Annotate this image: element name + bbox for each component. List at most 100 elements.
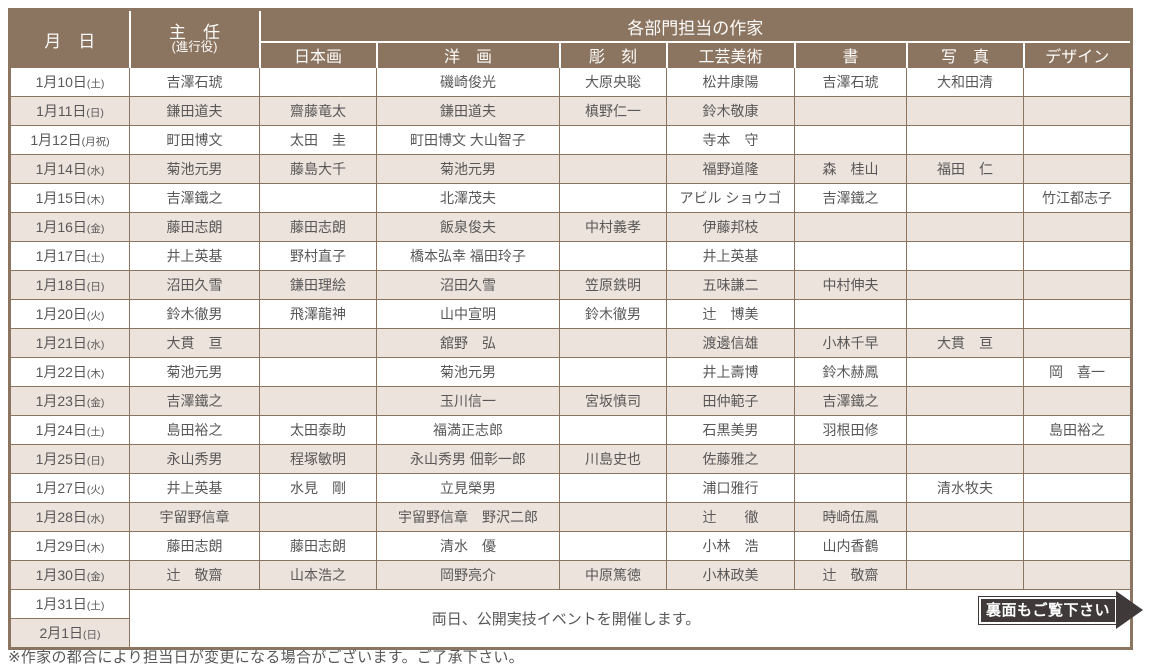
chief-cell: 町田博文 <box>129 125 260 155</box>
dept-cell <box>1022 96 1133 126</box>
date-cell: 1月18日(日) <box>9 270 130 300</box>
col-header-group: 各部門担当の作家 <box>258 8 1133 43</box>
dept-cell: 藤田志朗 <box>259 531 377 561</box>
dept-cell: 松井康陽 <box>666 67 795 97</box>
date-cell: 2月1日(日) <box>9 618 130 649</box>
dept-cell: 伊藤邦枝 <box>666 212 795 242</box>
date-cell: 1月22日(木) <box>9 357 130 387</box>
dept-cell: 山内香鶴 <box>794 531 907 561</box>
dept-cell: 鎌田理絵 <box>259 270 377 300</box>
dept-cell <box>794 241 907 271</box>
dept-cell: 宮坂慎司 <box>559 386 667 416</box>
dept-cell: 沼田久雪 <box>376 270 560 300</box>
dept-cell: 藤田志朗 <box>259 212 377 242</box>
dept-cell: 大貫 亘 <box>906 328 1024 358</box>
chief-cell: 井上英基 <box>129 241 260 271</box>
dept-cell <box>1022 212 1133 242</box>
dept-cell: 山中宣明 <box>376 299 560 329</box>
schedule-row: 1月16日(金) 藤田志朗 藤田志朗 飯泉俊夫 中村義孝 伊藤邦枝 <box>9 212 1133 242</box>
dept-cell: 中村伸夫 <box>794 270 907 300</box>
dept-cell <box>1022 560 1133 590</box>
schedule-row: 1月17日(土) 井上英基 野村直子 橋本弘幸 福田玲子 井上英基 <box>9 241 1133 271</box>
date-cell: 1月28日(水) <box>9 502 130 532</box>
footnote: ※作家の都合により担当日が変更になる場合がございます。ご了承下さい。 <box>8 649 524 666</box>
dept-cell: 大和田清 <box>906 67 1024 97</box>
col-header-dept-2: 彫 刻 <box>558 41 668 68</box>
dept-cell <box>906 531 1024 561</box>
schedule-row: 1月12日(月祝) 町田博文 太田 圭町田博文 大山智子 寺本 守 <box>9 125 1133 155</box>
date-cell: 1月21日(水) <box>9 328 130 358</box>
dept-cell: 吉澤鐵之 <box>794 386 907 416</box>
col-header-dept-4: 書 <box>793 41 908 68</box>
dept-cell <box>794 212 907 242</box>
dept-cell <box>1022 502 1133 532</box>
dept-cell <box>906 183 1024 213</box>
schedule-row: 1月22日(木) 菊池元男 菊池元男 井上壽博 鈴木赫鳳岡 喜一 <box>9 357 1133 387</box>
dept-cell: 永山秀男 佃彰一郎 <box>376 444 560 474</box>
chief-cell: 辻 敬齋 <box>129 560 260 590</box>
date-cell: 1月23日(金) <box>9 386 130 416</box>
dept-cell: 飯泉俊夫 <box>376 212 560 242</box>
dept-cell <box>559 415 667 445</box>
col-header-date: 月 日 <box>8 8 131 68</box>
chief-cell: 永山秀男 <box>129 444 260 474</box>
dept-cell: 舘野 弘 <box>376 328 560 358</box>
dept-cell: 太田泰助 <box>259 415 377 445</box>
dept-cell: 竹江都志子 <box>1022 183 1133 213</box>
schedule-row: 1月15日(木) 吉澤鐵之 北澤茂夫 アビル ショウゴ 吉澤鐵之 竹江都志子 <box>9 183 1133 213</box>
schedule-row: 1月28日(水) 宇留野信章 宇留野信章 野沢二郎 辻 徹時崎伍鳳 <box>9 502 1133 532</box>
schedule-row: 1月30日(金) 辻 敬齋 山本浩之 岡野亮介 中原篤徳 小林政美辻 敬齋 <box>9 560 1133 590</box>
dept-cell: 寺本 守 <box>666 125 795 155</box>
date-cell: 1月11日(日) <box>9 96 130 126</box>
dept-cell: 岡 喜一 <box>1022 357 1133 387</box>
chief-cell: 吉澤石琥 <box>129 67 260 97</box>
dept-cell <box>906 241 1024 271</box>
dept-cell: 立見榮男 <box>376 473 560 503</box>
dept-cell: 島田裕之 <box>1022 415 1133 445</box>
dept-cell: 井上壽博 <box>666 357 795 387</box>
dept-cell <box>906 96 1024 126</box>
chief-cell: 井上英基 <box>129 473 260 503</box>
dept-cell <box>259 183 377 213</box>
schedule-row: 1月27日(火) 井上英基 水見 剛立見榮男 浦口雅行 清水牧夫 <box>9 473 1133 503</box>
dept-cell: 槙野仁一 <box>559 96 667 126</box>
dept-cell <box>559 328 667 358</box>
dept-cell <box>559 473 667 503</box>
dept-cell: 浦口雅行 <box>666 473 795 503</box>
dept-cell: 鈴木徹男 <box>559 299 667 329</box>
dept-cell: 菊池元男 <box>376 357 560 387</box>
dept-cell: 五味謙二 <box>666 270 795 300</box>
dept-cell <box>559 502 667 532</box>
dept-cell: 時崎伍鳳 <box>794 502 907 532</box>
dept-cell: アビル ショウゴ <box>666 183 795 213</box>
dept-cell <box>259 386 377 416</box>
dept-cell: 橋本弘幸 福田玲子 <box>376 241 560 271</box>
date-cell: 1月16日(金) <box>9 212 130 242</box>
dept-cell: 渡邊信雄 <box>666 328 795 358</box>
chief-cell: 鈴木徹男 <box>129 299 260 329</box>
dept-cell: 吉澤鐵之 <box>794 183 907 213</box>
dept-cell: 福満正志郎 <box>376 415 560 445</box>
dept-cell: 川島史也 <box>559 444 667 474</box>
dept-cell <box>906 357 1024 387</box>
dept-cell: 小林千早 <box>794 328 907 358</box>
dept-cell <box>1022 473 1133 503</box>
dept-cell <box>559 125 667 155</box>
dept-cell <box>1022 125 1133 155</box>
dept-cell: 清水牧夫 <box>906 473 1024 503</box>
dept-cell: 森 桂山 <box>794 154 907 184</box>
dept-cell: 程塚敏明 <box>259 444 377 474</box>
dept-cell: 齋藤竜太 <box>259 96 377 126</box>
date-cell: 1月12日(月祝) <box>9 125 130 155</box>
schedule-row: 1月14日(水) 菊池元男 藤島大千 菊池元男 福野道隆森 桂山 福田 仁 <box>9 154 1133 184</box>
schedule-footer-row: 2月1日(日) <box>9 618 1132 649</box>
chief-cell: 菊池元男 <box>129 357 260 387</box>
date-cell: 1月30日(金) <box>9 560 130 590</box>
dept-cell: 鈴木敬康 <box>666 96 795 126</box>
dept-cell <box>794 299 907 329</box>
dept-cell: 藤島大千 <box>259 154 377 184</box>
dept-cell <box>259 357 377 387</box>
col-header-dept-1: 洋 画 <box>375 41 561 68</box>
col-header-dept-5: 写 真 <box>905 41 1025 68</box>
schedule-row: 1月20日(火) 鈴木徹男 飛澤龍神 山中宣明 鈴木徹男辻 博美 <box>9 299 1133 329</box>
